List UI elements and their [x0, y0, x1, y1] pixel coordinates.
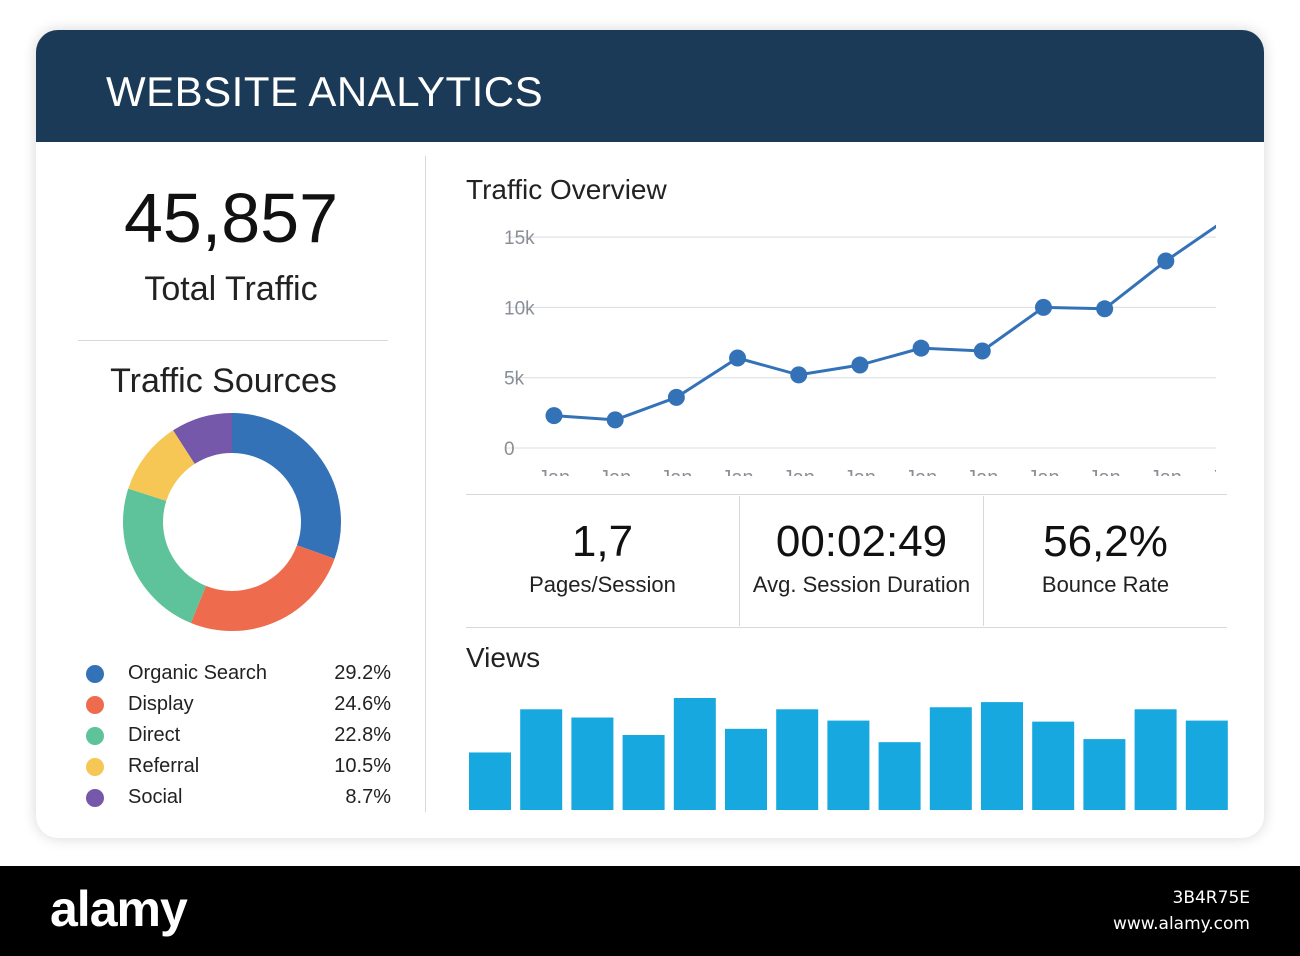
legend-color-dot [86, 695, 104, 714]
data-point [851, 356, 869, 374]
pages-per-session-stat: 1,7 Pages/Session [466, 517, 739, 598]
traffic-sources-legend: Organic Search 29.2% Display 24.6% Direc… [86, 658, 391, 813]
y-tick-label: 5k [504, 369, 525, 390]
data-point [973, 342, 991, 360]
y-tick-label: 15k [504, 228, 535, 249]
legend-color-dot [86, 726, 104, 745]
data-point [545, 407, 563, 425]
legend-percent: 10.5% [334, 755, 391, 777]
bar [776, 709, 819, 810]
bar [1134, 709, 1177, 810]
data-point [1096, 300, 1114, 318]
left-divider [78, 340, 388, 341]
bar [520, 709, 563, 810]
legend-percent: 29.2% [334, 662, 391, 684]
total-traffic-label: Total Traffic [144, 270, 318, 308]
legend-label: Social [128, 786, 183, 808]
legend-item: Social 8.7% [86, 782, 391, 813]
data-point [1157, 252, 1175, 270]
legend-label: Display [128, 693, 194, 715]
x-tick-label: Jan [1211, 467, 1216, 476]
watermark-footer: alamy 3B4R75E www.alamy.com [0, 866, 1300, 956]
series-line [553, 224, 1216, 422]
views-title: Views [466, 642, 541, 673]
legend-percent: 22.8% [334, 724, 391, 746]
bounce-rate-stat: 56,2% Bounce Rate [984, 517, 1227, 598]
x-tick-label: Jan [844, 467, 876, 476]
x-tick-label: Jan [1089, 467, 1121, 476]
legend-item: Referral 10.5% [86, 751, 391, 782]
stats-bottom-divider [466, 627, 1227, 628]
data-point [912, 339, 930, 357]
stat-separator [983, 496, 984, 626]
alamy-logo: alamy [50, 881, 188, 937]
bar [981, 702, 1023, 810]
traffic-sources-donut-chart [123, 413, 341, 631]
legend-item: Display 24.6% [86, 689, 391, 720]
site-url: www.alamy.com [1112, 914, 1250, 934]
donut-slice [190, 544, 335, 631]
donut-slice [128, 430, 196, 502]
stats-top-divider [466, 494, 1227, 495]
bar [1083, 739, 1126, 810]
views-bar-chart [469, 698, 1228, 810]
stat-value: 56,2% [1043, 517, 1168, 566]
stat-label: Avg. Session Duration [752, 572, 971, 598]
total-traffic-value: 45,857 [123, 179, 339, 257]
x-tick-label: Jan [721, 467, 753, 476]
bar [571, 717, 614, 810]
legend-color-dot [86, 757, 104, 776]
x-tick-label: Jan [1150, 467, 1182, 476]
data-point [1034, 298, 1052, 316]
donut-slice [173, 413, 233, 465]
bar [1185, 720, 1228, 810]
y-tick-label: 10k [504, 298, 535, 319]
x-tick-label: Jan [905, 467, 937, 476]
bar [469, 752, 511, 810]
legend-item: Organic Search 29.2% [86, 658, 391, 689]
bar [929, 707, 972, 810]
donut-slice [123, 488, 207, 623]
stat-value: 00:02:49 [775, 517, 948, 566]
bar [673, 698, 716, 810]
header-bar: WEBSITE ANALYTICS [36, 30, 1264, 142]
page-title: WEBSITE ANALYTICS [106, 68, 544, 115]
data-point [606, 411, 624, 429]
y-tick-label: 0 [504, 439, 515, 460]
stat-label: Pages/Session [529, 572, 676, 598]
data-point [667, 388, 685, 406]
bar [878, 742, 921, 810]
bar [827, 720, 870, 810]
traffic-overview-line-chart: 0 5k 10k 15k Jan Jan Jan Jan Jan Jan Jan Jan Jan Jan J… [504, 224, 1216, 476]
legend-item: Direct 22.8% [86, 720, 391, 751]
x-tick-label: Jan [966, 467, 998, 476]
legend-label: Direct [128, 724, 181, 746]
stat-label: Bounce Rate [1041, 572, 1170, 598]
column-divider [425, 156, 426, 812]
stat-value: 1,7 [571, 517, 634, 566]
x-tick-label: Jan [660, 467, 692, 476]
traffic-overview-title: Traffic Overview [466, 174, 667, 205]
bar [622, 734, 665, 810]
x-tick-label: Jan [1027, 467, 1059, 476]
legend-color-dot [86, 664, 104, 683]
image-id: 3B4R75E [1172, 888, 1250, 908]
traffic-sources-title: Traffic Sources [110, 362, 337, 400]
stat-separator [739, 496, 740, 626]
avg-session-duration-stat: 00:02:49 Avg. Session Duration [740, 517, 983, 598]
data-point [790, 366, 808, 384]
x-tick-label: Jan [783, 467, 815, 476]
donut-slice [231, 413, 341, 559]
x-tick-label: Jan [538, 467, 570, 476]
analytics-card: WEBSITE ANALYTICS 45,857 Total Traffic T… [36, 30, 1264, 838]
bar [725, 728, 767, 810]
data-point [729, 349, 747, 367]
legend-percent: 24.6% [334, 693, 391, 715]
x-tick-label: Jan [599, 467, 631, 476]
legend-label: Referral [128, 755, 200, 777]
legend-color-dot [86, 788, 104, 807]
bar [1032, 721, 1075, 810]
legend-percent: 8.7% [345, 786, 391, 808]
legend-label: Organic Search [128, 662, 267, 684]
